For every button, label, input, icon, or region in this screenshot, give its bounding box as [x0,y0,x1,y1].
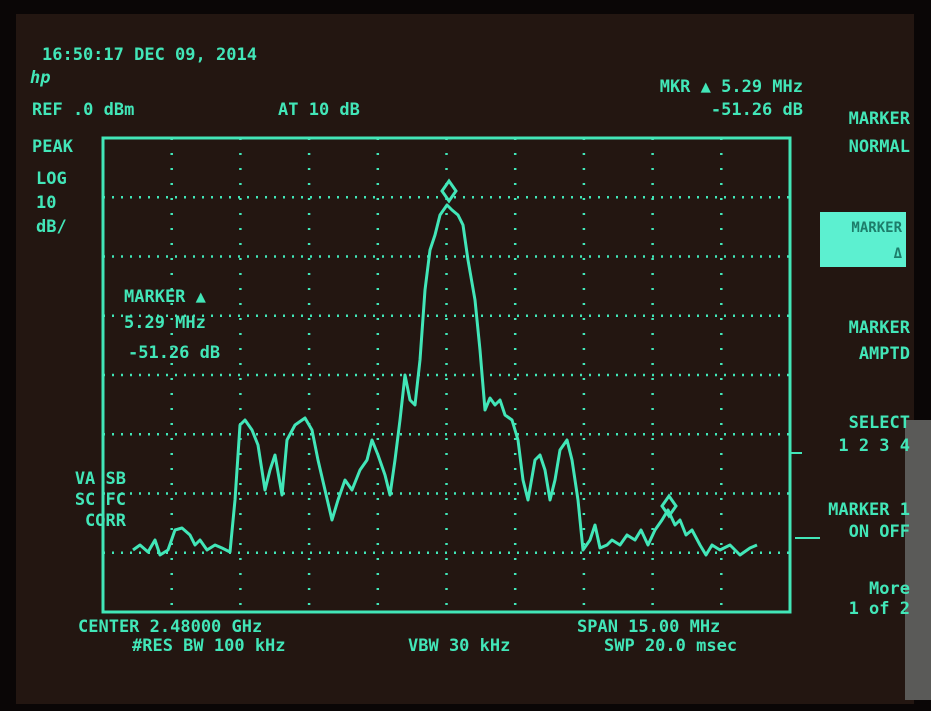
footer-label: VBW 30 kHz [408,636,510,656]
footer-label: SWP 20.0 msec [604,636,737,656]
timestamp: 16:50:17 DEC 09, 2014 [42,45,257,65]
softkey-label[interactable]: MARKER [849,109,911,129]
scale-label: dB/ [36,217,67,237]
softkey-label[interactable]: SELECT [849,413,910,433]
scale-label: PEAK [32,137,74,157]
status-label: VA SB [75,469,126,489]
side-buttons [905,420,931,700]
marker-annotation: MARKER ▲ [124,287,207,307]
softkey-label[interactable]: Δ [894,246,903,262]
softkey-label[interactable]: 1 of 2 [849,599,910,619]
softkey-label[interactable]: ON OFF [849,522,910,542]
softkey-label[interactable]: MARKER [849,318,911,338]
attenuation: AT 10 dB [278,100,360,120]
marker-readout: -51.26 dB [711,100,803,120]
softkey-label[interactable]: 1 2 3 4 [838,436,910,456]
footer-label: SPAN 15.00 MHz [577,617,720,637]
softkey-label[interactable]: MARKER 1 [828,500,910,520]
ref-level: REF .0 dBm [32,100,134,120]
marker-readout: MKR ▲ 5.29 MHz [660,77,803,97]
footer-label: CENTER 2.48000 GHz [78,617,262,637]
scale-label: LOG [36,169,67,189]
softkey-label[interactable]: MARKER [851,220,902,236]
marker-annotation: -51.26 dB [128,343,220,363]
hp-logo: hp [30,68,50,88]
softkey-label[interactable]: NORMAL [849,137,910,157]
status-label: SC FC [75,490,126,510]
softkey-label[interactable]: More [869,579,910,599]
analyzer-screen: 16:50:17 DEC 09, 2014 hp REF .0 dBm AT 1… [0,0,931,711]
softkey-label[interactable]: AMPTD [859,344,910,364]
footer-label: #RES BW 100 kHz [132,636,286,656]
scale-label: 10 [36,193,56,213]
marker-annotation: 5.29 MHz [124,313,206,333]
status-label: CORR [85,511,127,531]
